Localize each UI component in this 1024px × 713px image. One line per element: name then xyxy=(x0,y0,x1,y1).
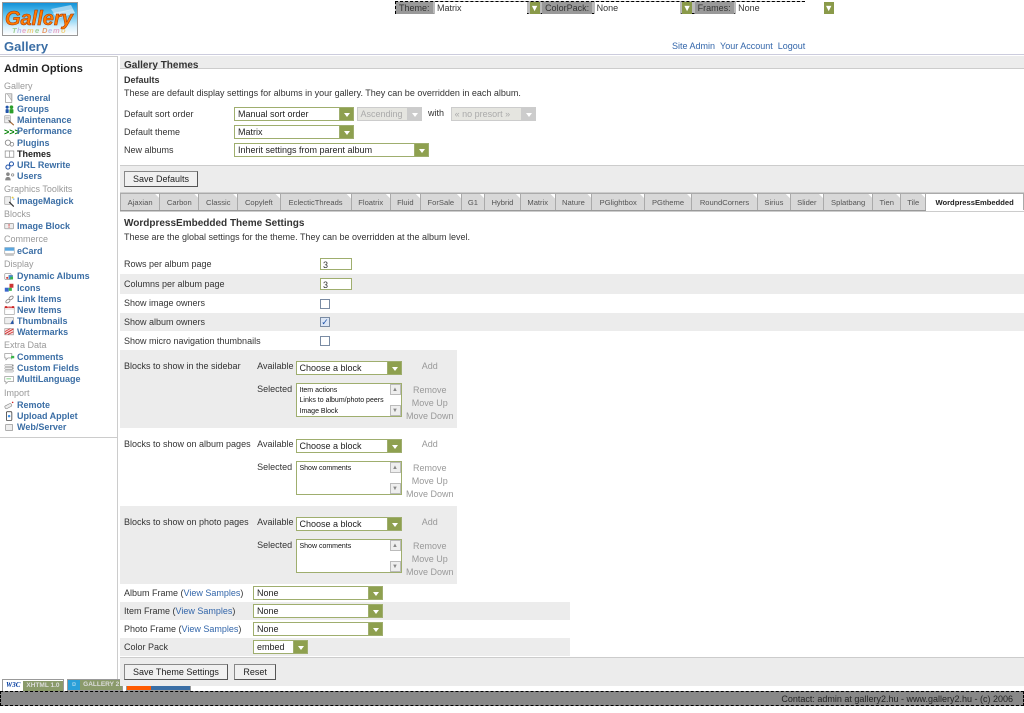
svg-text:NEW: NEW xyxy=(7,306,12,308)
svg-text:!: ! xyxy=(8,224,10,230)
svg-text:e: e xyxy=(35,26,39,35)
svg-text:e: e xyxy=(48,26,52,35)
svg-text:o: o xyxy=(61,26,66,35)
svg-text:m: m xyxy=(27,26,34,35)
svg-text:e: e xyxy=(22,26,26,35)
svg-text:m: m xyxy=(53,26,60,35)
